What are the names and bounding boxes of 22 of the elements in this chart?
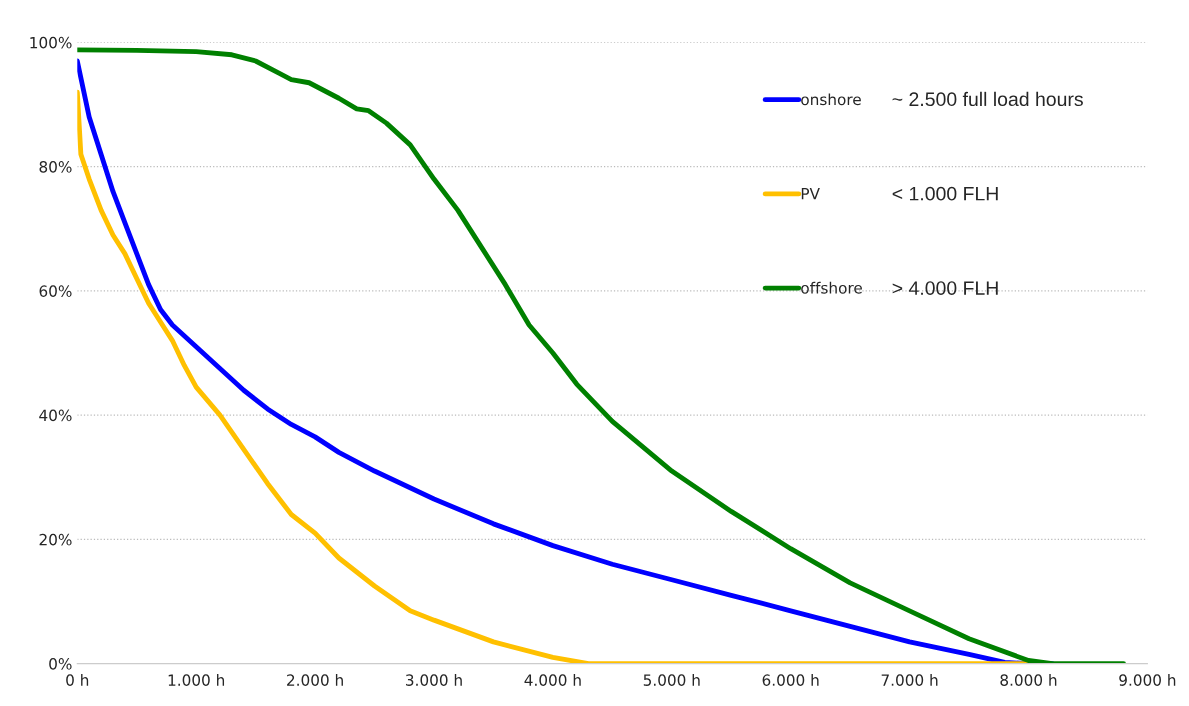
y-tick-label: 60%	[39, 285, 72, 297]
y-tick-label: 100%	[30, 36, 72, 49]
y-tick-label: 20%	[39, 533, 72, 546]
annotation: ~ 2.500 full load hours	[892, 91, 1083, 107]
annotation: > 4.000 FLH	[892, 281, 998, 295]
x-tick-label: 8.000 h	[1000, 674, 1057, 686]
annotation: < 1.000 FLH	[892, 186, 998, 201]
y-tick-label: 40%	[39, 409, 72, 422]
x-tick-label: 7.000 h	[881, 674, 938, 686]
y-tick-label: 0%	[49, 658, 72, 670]
legend-label: PV	[801, 188, 820, 200]
x-tick-label: 4.000 h	[524, 674, 581, 686]
y-tick-label: 80%	[39, 161, 72, 173]
x-tick-label: 2.000 h	[287, 674, 343, 686]
x-tick-label: 9.000 h	[1119, 674, 1176, 686]
x-tick-label: 0 h	[66, 674, 89, 686]
x-tick-label: 5.000 h	[643, 674, 700, 686]
x-tick-label: 1.000 h	[168, 674, 225, 686]
x-tick-label: 3.000 h	[406, 674, 462, 686]
legend-label: offshore	[801, 281, 862, 294]
x-tick-label: 6.000 h	[762, 674, 819, 686]
legend-label: onshore	[801, 93, 861, 106]
